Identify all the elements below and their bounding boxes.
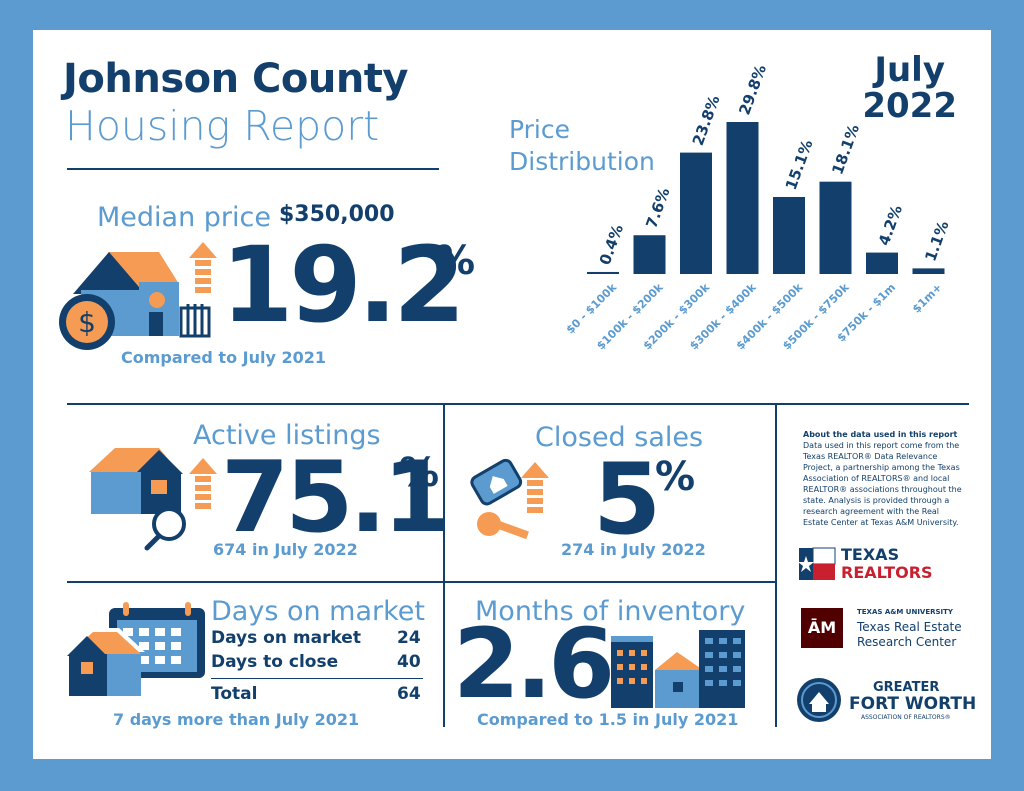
gfw-logo: GREATER FORT WORTH ASSOCIATION OF REALTO… xyxy=(795,676,985,726)
tamu-name-2: Research Center xyxy=(857,635,957,649)
gfw-emblem-icon xyxy=(797,678,841,722)
texas-realtors-line2: REALTORS xyxy=(841,563,933,582)
grid-divider-middle xyxy=(67,581,775,583)
median-change: 19.2 xyxy=(221,224,466,346)
active-pct-sign: % xyxy=(399,450,440,496)
inventory-label: Months of inventory xyxy=(475,596,746,627)
dom-row-value: 24 xyxy=(397,628,421,648)
dom-total-value: 64 xyxy=(397,684,421,704)
value-label-3: 29.8% xyxy=(735,62,770,117)
report-year: 2022 xyxy=(862,86,957,126)
up-arrow-icon xyxy=(189,242,217,293)
tamu-small-text: TEXAS A&M UNIVERSITY xyxy=(857,608,954,616)
county-title: Johnson County xyxy=(63,56,409,102)
texas-flag-icon xyxy=(799,547,836,580)
grid-divider-top xyxy=(67,403,969,405)
up-arrow-icon xyxy=(521,462,549,513)
median-compare: Compared to July 2021 xyxy=(121,348,326,367)
chart-title-line1: Price xyxy=(509,115,570,144)
report-card: Johnson County Housing Report July 2022 … xyxy=(33,30,991,759)
about-heading: About the data used in this report xyxy=(803,430,958,439)
dom-row-name: Days on market xyxy=(211,628,361,648)
bar-3 xyxy=(726,122,759,274)
close-row-value: 40 xyxy=(397,652,421,672)
bar-0 xyxy=(587,271,619,274)
bar-1 xyxy=(633,235,666,274)
key-tag-icon xyxy=(470,458,529,540)
dom-total-name: Total xyxy=(211,684,258,704)
dom-total-divider xyxy=(211,678,423,679)
median-label: Median price xyxy=(97,202,271,233)
active-sub: 674 in July 2022 xyxy=(213,540,358,559)
value-label-5: 18.1% xyxy=(828,122,863,177)
closed-label: Closed sales xyxy=(535,422,704,453)
closed-sub: 274 in July 2022 xyxy=(561,540,706,559)
bar-2 xyxy=(680,152,712,274)
value-label-7: 1.1% xyxy=(921,219,952,264)
buildings-icon xyxy=(611,630,745,708)
svg-text:$: $ xyxy=(78,306,96,339)
close-row-name: Days to close xyxy=(211,652,339,672)
median-price: $350,000 xyxy=(279,202,395,227)
bar-7 xyxy=(912,268,945,274)
texas-realtors-line1: TEXAS xyxy=(841,545,900,564)
active-change: 75.1 xyxy=(221,441,451,555)
report-subtitle: Housing Report xyxy=(65,102,380,150)
header-divider xyxy=(67,168,439,170)
report-month: July xyxy=(874,50,946,90)
inventory-value: 2.6 xyxy=(453,608,615,720)
dom-sub: 7 days more than July 2021 xyxy=(113,710,360,729)
gfw-line2: FORT WORTH xyxy=(849,694,977,714)
up-arrow-icon xyxy=(189,458,217,509)
active-label: Active listings xyxy=(193,420,381,451)
inventory-sub: Compared to 1.5 in July 2021 xyxy=(477,710,739,729)
gfw-line1: GREATER xyxy=(873,680,940,695)
value-label-6: 4.2% xyxy=(875,203,906,248)
bar-6 xyxy=(866,252,898,274)
value-label-1: 7.6% xyxy=(642,185,673,230)
bar-4 xyxy=(773,196,805,274)
chart-title-line2: Distribution xyxy=(509,147,655,176)
report-date: July 2022 xyxy=(862,52,957,124)
category-label-7: $1m+ xyxy=(910,281,945,316)
calendar-house-icon xyxy=(65,602,205,696)
tamu-mark-icon: ĀM xyxy=(801,608,843,648)
grid-divider-mid xyxy=(443,403,445,727)
median-pct-sign: % xyxy=(435,238,476,284)
house-dollar-icon: $ xyxy=(59,252,211,350)
grid-divider-right xyxy=(775,403,777,727)
closed-pct-sign: % xyxy=(655,454,696,500)
bar-5 xyxy=(819,181,852,274)
about-body: Data used in this report come from the T… xyxy=(803,441,962,527)
dom-label: Days on market xyxy=(211,596,425,627)
closed-change: 5 xyxy=(593,443,661,557)
value-label-2: 23.8% xyxy=(689,93,724,148)
value-label-4: 15.1% xyxy=(782,137,817,192)
value-label-0: 0.4% xyxy=(596,222,627,267)
gfw-line3: ASSOCIATION OF REALTORS® xyxy=(861,714,951,721)
chart-title: Price Distribution xyxy=(509,114,655,178)
tamu-name-1: Texas Real Estate xyxy=(857,620,962,634)
house-magnifier-icon xyxy=(89,448,186,551)
tamu-logo: ĀM TEXAS A&M UNIVERSITY Texas Real Estat… xyxy=(801,606,981,652)
texas-realtors-logo: TEXAS REALTORS xyxy=(799,545,933,584)
